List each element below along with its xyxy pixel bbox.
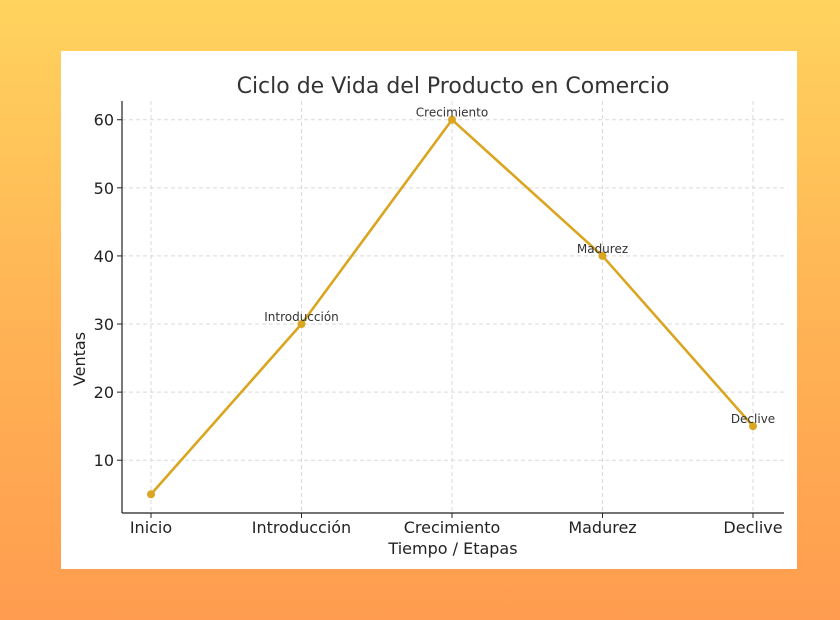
point-labels: Introducción Crecimiento Madurez Declive — [264, 106, 775, 426]
data-point — [749, 422, 757, 431]
chart-panel: Ciclo de Vida del Producto en Comercio 1… — [61, 51, 797, 569]
y-tick-label: 30 — [94, 315, 114, 334]
y-tick-label: 50 — [94, 179, 114, 198]
x-tick-label: Introducción — [252, 518, 351, 537]
y-tick-label: 10 — [94, 451, 114, 470]
x-tick-label: Madurez — [568, 518, 636, 537]
y-tick-label: 40 — [94, 247, 114, 266]
point-label: Introducción — [264, 310, 339, 324]
y-axis-label: Ventas — [70, 332, 89, 386]
chart-title: Ciclo de Vida del Producto en Comercio — [237, 74, 670, 99]
grid-lines — [122, 101, 784, 513]
x-axis-label: Tiempo / Etapas — [387, 539, 517, 558]
x-tick-label: Crecimiento — [404, 518, 501, 537]
data-point — [297, 320, 306, 329]
y-tick-label: 20 — [94, 383, 114, 402]
data-points — [147, 115, 757, 499]
chart-svg: Ciclo de Vida del Producto en Comercio 1… — [70, 74, 784, 558]
y-axis-ticks: 10 20 30 40 50 60 — [94, 111, 122, 470]
point-label: Declive — [731, 412, 775, 426]
point-label: Crecimiento — [416, 106, 488, 120]
y-tick-label: 60 — [94, 111, 114, 130]
x-tick-label: Declive — [723, 518, 782, 537]
data-point — [598, 251, 607, 260]
data-point — [147, 490, 155, 499]
x-axis-ticks: Inicio Introducción Crecimiento Madurez Decl… — [130, 513, 783, 537]
axes — [121, 101, 784, 514]
x-tick-label: Inicio — [130, 518, 172, 537]
point-label: Madurez — [577, 242, 628, 256]
data-point — [448, 115, 456, 124]
